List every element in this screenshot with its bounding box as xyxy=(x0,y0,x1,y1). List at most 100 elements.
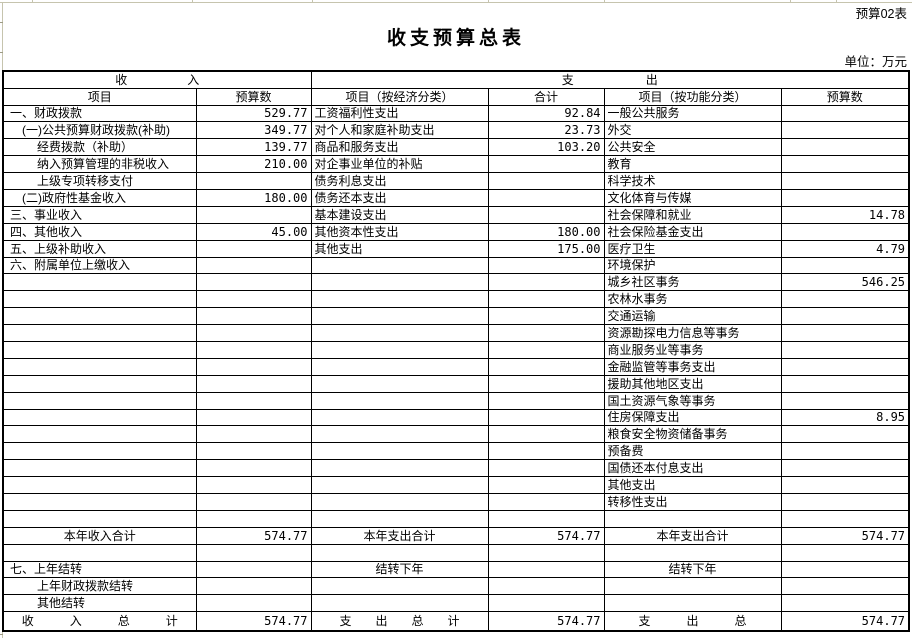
cell-econ-total[interactable] xyxy=(487,492,605,511)
cell-econ-total[interactable] xyxy=(487,560,605,579)
cell-income-item[interactable] xyxy=(2,476,197,494)
cell-income-item[interactable]: 一、财政拨款 xyxy=(2,104,197,123)
cell-income-item[interactable] xyxy=(2,442,197,461)
cell-econ-item[interactable] xyxy=(310,408,489,427)
cell-func-item[interactable]: 国债还本付息支出 xyxy=(603,459,782,478)
cell-func-item[interactable]: 城乡社区事务 xyxy=(603,273,782,292)
cell-func-item[interactable]: 科学技术 xyxy=(603,172,782,190)
cell-econ-total[interactable] xyxy=(487,408,605,427)
cell-income-item[interactable] xyxy=(2,492,197,511)
cell-income-item[interactable]: 六、附属单位上缴收入 xyxy=(2,256,197,275)
cell-econ-total[interactable]: 180.00 xyxy=(487,222,605,241)
cell-econ-total[interactable] xyxy=(487,509,605,528)
cell-func-value[interactable] xyxy=(780,324,910,342)
cell-income-item[interactable] xyxy=(2,273,197,292)
cell-income-value[interactable] xyxy=(195,290,312,309)
cell-income-item[interactable]: 收 入 总 计 xyxy=(2,611,197,632)
cell-income-value[interactable] xyxy=(195,256,312,275)
col-header-income-budget[interactable]: 预算数 xyxy=(195,87,312,106)
cell-econ-total[interactable] xyxy=(487,594,605,613)
cell-income-value[interactable] xyxy=(195,391,312,410)
cell-income-value[interactable] xyxy=(195,543,312,562)
cell-income-value[interactable] xyxy=(195,172,312,190)
income-group-header[interactable]: 收 入 xyxy=(2,70,312,89)
cell-econ-total[interactable] xyxy=(487,543,605,562)
cell-income-value[interactable] xyxy=(195,340,312,359)
cell-econ-item[interactable] xyxy=(310,594,489,613)
cell-econ-total[interactable] xyxy=(487,290,605,309)
cell-econ-total[interactable] xyxy=(487,205,605,224)
cell-econ-total[interactable] xyxy=(487,374,605,393)
cell-func-value[interactable]: 14.78 xyxy=(780,205,910,224)
cell-func-item[interactable]: 公共安全 xyxy=(603,138,782,157)
cell-func-item[interactable]: 住房保障支出 xyxy=(603,408,782,427)
cell-econ-total[interactable]: 574.77 xyxy=(487,611,605,632)
cell-income-value[interactable]: 349.77 xyxy=(195,121,312,140)
cell-func-value[interactable] xyxy=(780,543,910,562)
cell-econ-total[interactable] xyxy=(487,324,605,342)
cell-income-item[interactable] xyxy=(2,357,197,376)
cell-econ-item[interactable] xyxy=(310,290,489,309)
cell-econ-total[interactable]: 23.73 xyxy=(487,121,605,140)
cell-func-value[interactable] xyxy=(780,121,910,140)
cell-income-item[interactable]: 七、上年结转 xyxy=(2,560,197,579)
cell-income-value[interactable] xyxy=(195,459,312,478)
cell-func-item[interactable]: 农林水事务 xyxy=(603,290,782,309)
cell-func-item[interactable]: 商业服务业等事务 xyxy=(603,340,782,359)
cell-func-value[interactable]: 574.77 xyxy=(780,526,910,545)
cell-func-value[interactable] xyxy=(780,391,910,410)
col-header-income-item[interactable]: 项目 xyxy=(2,87,197,106)
cell-econ-item[interactable] xyxy=(310,374,489,393)
cell-func-item[interactable]: 环境保护 xyxy=(603,256,782,275)
cell-econ-item[interactable]: 支 出 总 计 xyxy=(310,611,489,632)
cell-func-item[interactable]: 外交 xyxy=(603,121,782,140)
cell-income-item[interactable]: 上级专项转移支付 xyxy=(2,172,197,190)
cell-econ-total[interactable] xyxy=(487,188,605,207)
cell-func-item[interactable] xyxy=(603,594,782,613)
cell-econ-item[interactable]: 基本建设支出 xyxy=(310,205,489,224)
cell-func-value[interactable] xyxy=(780,509,910,528)
cell-econ-total[interactable] xyxy=(487,307,605,326)
cell-func-item[interactable]: 结转下年 xyxy=(603,560,782,579)
cell-func-item[interactable]: 援助其他地区支出 xyxy=(603,374,782,393)
cell-econ-total[interactable] xyxy=(487,425,605,444)
cell-func-value[interactable] xyxy=(780,374,910,393)
cell-income-value[interactable]: 529.77 xyxy=(195,104,312,123)
cell-func-item[interactable]: 教育 xyxy=(603,155,782,174)
cell-income-item[interactable]: 纳入预算管理的非税收入 xyxy=(2,155,197,174)
cell-econ-item[interactable] xyxy=(310,391,489,410)
cell-income-value[interactable] xyxy=(195,594,312,613)
cell-income-item[interactable] xyxy=(2,307,197,326)
cell-econ-total[interactable]: 574.77 xyxy=(487,526,605,545)
cell-func-item[interactable]: 转移性支出 xyxy=(603,492,782,511)
cell-func-value[interactable] xyxy=(780,442,910,461)
cell-econ-item[interactable]: 本年支出合计 xyxy=(310,526,489,545)
cell-income-value[interactable] xyxy=(195,273,312,292)
cell-income-value[interactable]: 180.00 xyxy=(195,188,312,207)
cell-econ-item[interactable] xyxy=(310,273,489,292)
cell-func-item[interactable] xyxy=(603,543,782,562)
cell-func-value[interactable] xyxy=(780,594,910,613)
cell-income-item[interactable]: 上年财政拨款结转 xyxy=(2,577,197,596)
cell-econ-item[interactable] xyxy=(310,425,489,444)
cell-func-value[interactable] xyxy=(780,222,910,241)
cell-econ-item[interactable] xyxy=(310,442,489,461)
cell-income-value[interactable] xyxy=(195,476,312,494)
cell-econ-item[interactable] xyxy=(310,492,489,511)
cell-income-item[interactable] xyxy=(2,391,197,410)
cell-func-item[interactable]: 本年支出合计 xyxy=(603,526,782,545)
cell-func-item[interactable]: 交通运输 xyxy=(603,307,782,326)
cell-income-value[interactable] xyxy=(195,374,312,393)
cell-func-item[interactable]: 金融监管等事务支出 xyxy=(603,357,782,376)
cell-income-value[interactable] xyxy=(195,408,312,427)
cell-econ-item[interactable]: 债务还本支出 xyxy=(310,188,489,207)
cell-income-item[interactable]: 五、上级补助收入 xyxy=(2,239,197,258)
col-header-econ-total[interactable]: 合计 xyxy=(487,87,605,106)
cell-func-value[interactable] xyxy=(780,138,910,157)
cell-income-item[interactable] xyxy=(2,324,197,342)
cell-econ-total[interactable] xyxy=(487,172,605,190)
cell-econ-item[interactable]: 债务利息支出 xyxy=(310,172,489,190)
cell-income-value[interactable]: 45.00 xyxy=(195,222,312,241)
cell-func-item[interactable] xyxy=(603,509,782,528)
cell-func-value[interactable] xyxy=(780,459,910,478)
